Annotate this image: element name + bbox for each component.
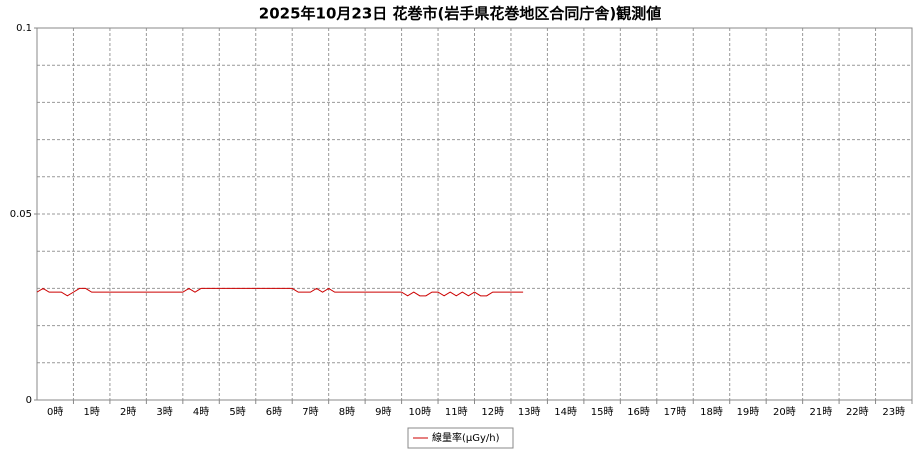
x-tick-label: 5時 — [229, 406, 245, 418]
x-tick-label: 17時 — [664, 406, 687, 418]
x-tick-label: 20時 — [773, 406, 796, 418]
x-tick-label: 16時 — [627, 406, 650, 418]
y-tick-label: 0 — [26, 395, 32, 406]
x-tick-label: 11時 — [445, 406, 468, 418]
chart-title: 2025年10月23日 花巻市(岩手県花巻地区合同庁舎)観測値 — [259, 5, 661, 23]
x-tick-label: 23時 — [882, 406, 905, 418]
y-tick-label: 0.05 — [10, 209, 32, 220]
x-tick-label: 10時 — [408, 406, 431, 418]
plot-border — [36, 27, 913, 401]
x-tick-label: 19時 — [737, 406, 760, 418]
x-tick-label: 7時 — [302, 406, 318, 418]
x-tick-label: 12時 — [481, 406, 504, 418]
x-tick-label: 22時 — [846, 406, 869, 418]
x-tick-label: 3時 — [156, 406, 172, 418]
x-tick-label: 21時 — [809, 406, 832, 418]
x-tick-label: 13時 — [518, 406, 541, 418]
x-tick-label: 18時 — [700, 406, 723, 418]
legend-box — [407, 427, 514, 449]
x-tick-label: 0時 — [47, 406, 63, 418]
x-tick-label: 2時 — [120, 406, 136, 418]
x-tick-label: 1時 — [84, 406, 100, 418]
data-line — [36, 287, 524, 297]
x-tick-label: 6時 — [266, 406, 282, 418]
x-tick-label: 4時 — [193, 406, 209, 418]
x-tick-label: 8時 — [339, 406, 355, 418]
x-tick-label: 14時 — [554, 406, 577, 418]
legend: 線量率(μGy/h) — [407, 427, 514, 449]
x-tick-label: 9時 — [375, 406, 391, 418]
x-tick-label: 15時 — [591, 406, 614, 418]
legend-label: 線量率(μGy/h) — [432, 431, 500, 444]
y-tick-label: 0.1 — [16, 23, 32, 34]
